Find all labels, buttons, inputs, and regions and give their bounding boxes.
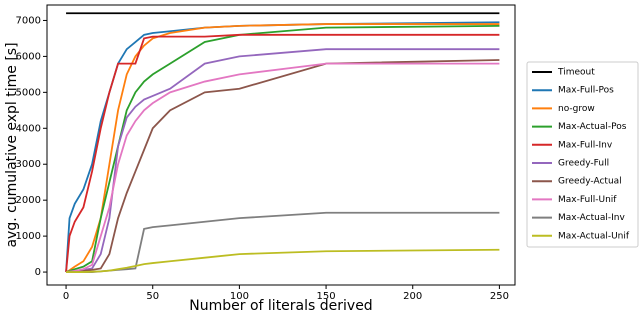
y-tick-label: 4000 xyxy=(16,123,41,134)
series-line xyxy=(65,23,500,273)
legend-label: Max-Actual-Unif xyxy=(558,231,630,241)
y-tick-label: 6000 xyxy=(16,51,41,62)
legend-label: Max-Actual-Pos xyxy=(558,122,627,132)
legend-label: Max-Full-Pos xyxy=(558,86,614,96)
y-tick-label: 1000 xyxy=(16,231,41,242)
legend-label: Greedy-Actual xyxy=(558,177,622,187)
y-tick-label: 7000 xyxy=(16,15,41,26)
y-axis-label: avg. cumulative expl time [s] xyxy=(4,42,20,247)
series-line xyxy=(66,59,500,273)
x-tick-label: 0 xyxy=(63,291,69,302)
series-line xyxy=(65,21,500,273)
y-tick-label: 3000 xyxy=(16,159,41,170)
x-axis-label: Number of literals derived xyxy=(189,298,372,314)
series-line xyxy=(66,248,500,273)
x-tick-label: 100 xyxy=(230,291,249,302)
series-line xyxy=(66,211,500,273)
series-line xyxy=(65,48,500,273)
legend-label: Timeout xyxy=(557,68,595,78)
series-line xyxy=(65,24,500,273)
legend-label: no-grow xyxy=(558,104,595,114)
y-tick-label: 0 xyxy=(35,267,41,278)
y-tick-label: 5000 xyxy=(16,87,41,98)
legend-box xyxy=(526,61,639,248)
legend-label: Greedy-Full xyxy=(558,159,609,169)
x-tick-label: 250 xyxy=(490,291,509,302)
plot-frame xyxy=(46,4,516,286)
series-line xyxy=(65,62,500,273)
x-tick-label: 150 xyxy=(317,291,336,302)
y-tick-label: 2000 xyxy=(16,195,41,206)
x-tick-label: 50 xyxy=(146,291,159,302)
legend-label: Max-Full-Inv xyxy=(558,140,613,150)
legend-label: Max-Actual-Inv xyxy=(558,213,625,223)
legend-label: Max-Full-Unif xyxy=(558,195,617,205)
x-tick-label: 200 xyxy=(403,291,422,302)
series-line xyxy=(65,33,500,273)
